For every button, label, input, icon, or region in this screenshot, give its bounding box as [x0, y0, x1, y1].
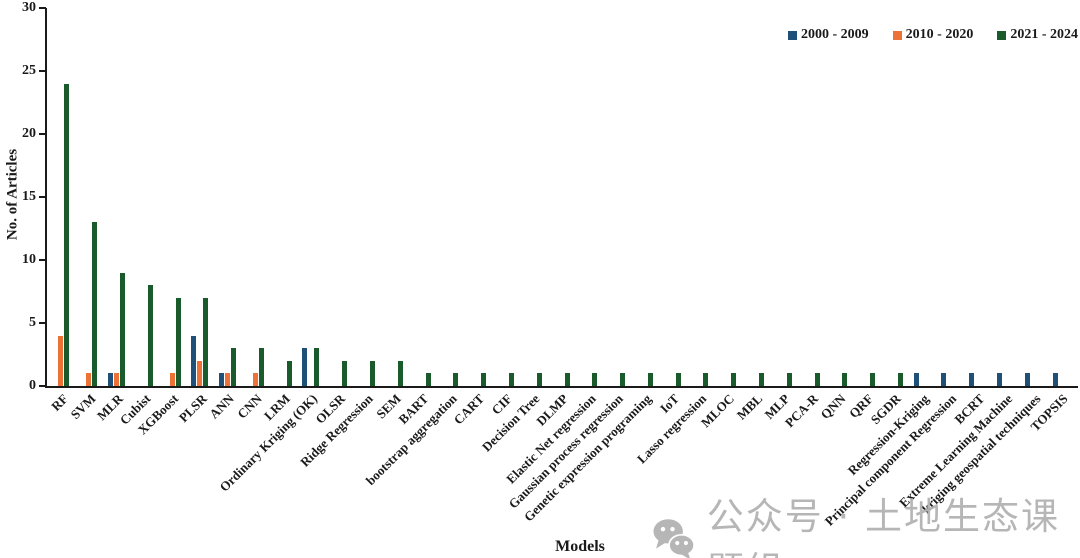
bar — [370, 360, 375, 386]
y-axis-line — [45, 8, 47, 387]
y-tick-mark — [39, 196, 46, 198]
bar — [913, 373, 919, 386]
x-tick-label: ANN — [206, 391, 238, 422]
bar — [453, 373, 459, 386]
y-tick-mark — [39, 385, 46, 387]
bar — [786, 373, 792, 386]
bar — [225, 373, 231, 386]
x-tick-label: CNN — [234, 391, 265, 422]
legend-swatch — [997, 30, 1007, 40]
bar — [758, 373, 764, 386]
legend-item: 2000 - 2009 — [788, 27, 869, 43]
legend-swatch — [892, 30, 902, 40]
legend: 2000 - 2009 2010 - 2020 2021 - 2024 — [788, 27, 1078, 43]
legend-label: 2010 - 2020 — [905, 27, 974, 42]
x-tick-label: QNN — [817, 391, 849, 423]
bar — [647, 373, 653, 386]
bar — [675, 373, 681, 386]
bar — [252, 373, 258, 386]
x-tick-label: PLSR — [175, 391, 210, 426]
bar — [703, 373, 709, 386]
bar — [620, 373, 626, 386]
y-tick-label: 30 — [22, 0, 36, 15]
bar — [286, 360, 292, 386]
bar — [64, 83, 70, 386]
bar — [92, 222, 98, 386]
bar — [897, 373, 903, 386]
watermark: 公众号 · 土地生态课题组 — [650, 486, 1080, 558]
bar — [564, 373, 570, 386]
legend-label: 2000 - 2009 — [801, 27, 869, 42]
wechat-icon — [653, 519, 696, 558]
legend-item: 2010 - 2020 — [892, 27, 974, 43]
bar — [481, 373, 487, 386]
x-tick-label: CART — [450, 391, 488, 428]
legend-label: 2021 - 2024 — [1010, 27, 1079, 42]
y-tick-label: 20 — [22, 126, 36, 141]
y-tick-label: 0 — [29, 378, 36, 393]
x-axis-title: Models — [555, 538, 605, 555]
bar — [203, 297, 209, 386]
bar — [342, 360, 348, 386]
bar — [1052, 373, 1058, 386]
bar — [219, 373, 225, 386]
bar — [592, 373, 598, 386]
bar — [169, 373, 175, 386]
y-tick-label: 5 — [29, 315, 36, 330]
y-tick-label: 10 — [22, 252, 36, 267]
x-axis-line — [45, 386, 1078, 388]
bar — [425, 373, 431, 386]
y-tick-mark — [39, 7, 46, 9]
bar — [191, 335, 197, 386]
bar — [397, 360, 403, 386]
y-tick-mark — [39, 70, 46, 72]
bar — [969, 373, 975, 386]
bar — [814, 373, 820, 386]
bar — [258, 348, 264, 386]
bar — [997, 373, 1003, 386]
bar — [175, 297, 181, 386]
bar — [731, 373, 737, 386]
y-tick-mark — [39, 322, 46, 324]
x-tick-label: MBL — [733, 391, 766, 423]
bar — [231, 348, 237, 386]
bar — [941, 373, 947, 386]
y-tick-label: 15 — [22, 189, 36, 204]
bar — [119, 272, 125, 386]
bar — [842, 373, 848, 386]
bar — [1024, 373, 1030, 386]
y-tick-label: 25 — [22, 63, 36, 78]
bar — [314, 348, 320, 386]
bar — [58, 335, 64, 386]
x-tick-label: SVM — [67, 391, 99, 423]
legend-item: 2021 - 2024 — [997, 27, 1078, 43]
y-tick-mark — [39, 133, 46, 135]
bar — [536, 373, 542, 386]
bar — [113, 373, 119, 386]
bar — [107, 373, 113, 386]
watermark-text: 公众号 · 土地生态课题组 — [706, 495, 1061, 558]
bar — [870, 373, 876, 386]
bar — [86, 373, 92, 386]
bar — [302, 348, 308, 386]
y-tick-mark — [39, 259, 46, 261]
bar — [508, 373, 514, 386]
bar — [197, 360, 203, 386]
legend-swatch — [788, 30, 797, 40]
bar — [147, 285, 153, 386]
